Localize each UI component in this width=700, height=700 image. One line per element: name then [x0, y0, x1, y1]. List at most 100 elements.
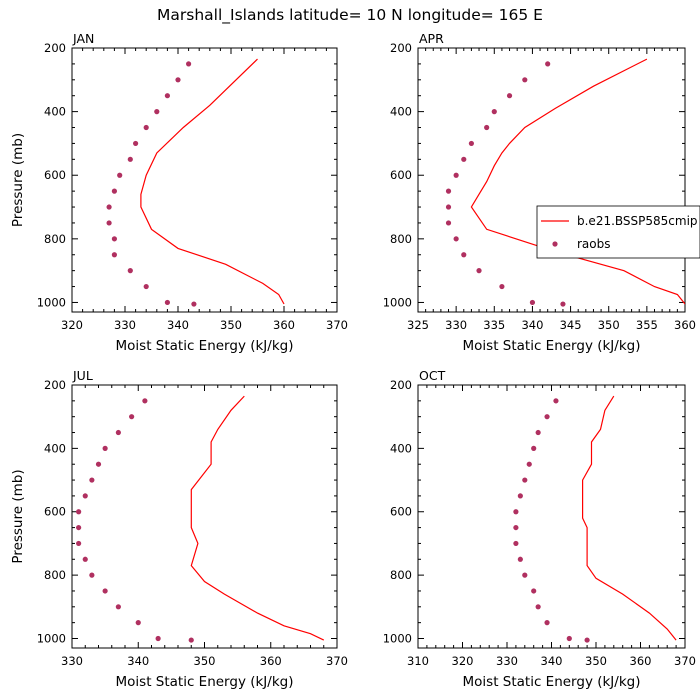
y-axis-title: Pressure (mb) [10, 469, 26, 563]
obs-point [445, 188, 452, 194]
x-axis-title: Moist Static Energy (kJ/kg) [463, 674, 641, 690]
data-area [513, 395, 677, 643]
obs-point [461, 252, 467, 258]
data-area [445, 58, 685, 307]
obs-point [453, 236, 459, 242]
y-tick-label: 400 [44, 441, 66, 455]
obs-point [526, 461, 532, 467]
x-tick-label: 330 [61, 654, 83, 668]
legend-dot-swatch [552, 241, 558, 247]
obs-point [102, 588, 108, 594]
obs-point [484, 124, 490, 131]
obs-point [186, 61, 192, 67]
x-tick-label: 370 [674, 654, 696, 668]
x-axis-title: Moist Static Energy (kJ/kg) [116, 338, 294, 354]
obs-point [544, 620, 550, 626]
x-tick-label: 340 [167, 318, 189, 332]
y-tick-label: 200 [390, 378, 412, 392]
obs-point [111, 236, 117, 242]
obs-point [89, 572, 95, 578]
y-tick-label: 600 [390, 168, 412, 182]
obs-point [111, 188, 117, 194]
y-tick-label: 800 [44, 568, 66, 582]
y-tick-label: 400 [44, 105, 66, 119]
obs-point [133, 140, 139, 147]
obs-point [584, 637, 590, 643]
obs-point [129, 414, 135, 420]
x-tick-label: 370 [326, 318, 348, 332]
x-tick-label: 360 [674, 318, 696, 332]
obs-point [522, 572, 528, 578]
obs-point [491, 109, 497, 115]
plot-frame [71, 384, 338, 649]
obs-point [106, 220, 112, 226]
x-tick-label: 335 [483, 318, 505, 332]
obs-point [499, 283, 505, 290]
x-tick-label: 340 [541, 654, 563, 668]
model-line [470, 58, 685, 305]
obs-point [102, 445, 108, 451]
panel-label: JUL [72, 368, 93, 383]
obs-point [535, 604, 541, 610]
legend: b.e21.BSSP585cmip raobs [536, 205, 700, 259]
obs-point [560, 301, 566, 307]
panel-label: APR [419, 31, 444, 46]
obs-point [517, 493, 523, 499]
model-line [581, 395, 677, 641]
panel-jul: JUL 330 340 350 360 370 200 400 600 800 1000 Moist … [10, 368, 348, 690]
y-tick-label: 800 [390, 568, 412, 582]
x-tick-label: 350 [194, 654, 216, 668]
obs-point [553, 398, 559, 404]
obs-point [453, 172, 459, 178]
x-tick-label: 340 [127, 654, 149, 668]
obs-point [115, 429, 121, 436]
obs-point [135, 620, 141, 626]
plot-frame [417, 384, 686, 649]
obs-point [142, 398, 148, 404]
data-area [106, 58, 285, 307]
x-tick-label: 360 [260, 654, 282, 668]
figure-title: Marshall_Islands latitude= 10 N longitud… [157, 6, 543, 25]
obs-point [522, 77, 528, 83]
obs-point [127, 156, 133, 162]
obs-point [468, 140, 474, 147]
x-tick-label: 325 [407, 318, 429, 332]
obs-point [82, 493, 88, 499]
obs-point [106, 204, 112, 210]
y-tick-label: 800 [390, 232, 412, 246]
x-tick-label: 320 [61, 318, 83, 332]
x-tick-label: 310 [407, 654, 429, 668]
obs-point [191, 301, 197, 307]
y-tick-label: 600 [390, 505, 412, 519]
obs-point [164, 299, 170, 306]
plot-frame [417, 47, 686, 313]
panel-oct: OCT 310 320 330 340 350 360 370 200 400 600 800 1000… [383, 368, 696, 690]
obs-point [445, 204, 452, 210]
obs-point [76, 509, 82, 515]
model-line [190, 395, 325, 641]
obs-point [513, 509, 519, 515]
x-axis-title: Moist Static Energy (kJ/kg) [116, 674, 294, 690]
obs-point [154, 109, 160, 115]
panel-label: OCT [419, 368, 446, 383]
y-tick-label: 1000 [37, 631, 66, 645]
model-line [140, 58, 285, 305]
obs-point [175, 77, 181, 83]
obs-point [127, 268, 133, 274]
y-tick-label: 200 [44, 41, 66, 55]
obs-point [531, 588, 537, 594]
y-tick-label: 400 [390, 441, 412, 455]
x-tick-label: 345 [560, 318, 582, 332]
obs-point [143, 283, 149, 290]
obs-point [513, 524, 519, 531]
y-tick-label: 800 [44, 232, 66, 246]
panels: JAN 320 330 340 350 360 370 200 400 600 800 1000 Moi… [10, 31, 700, 690]
panel-label: JAN [72, 31, 94, 46]
x-tick-label: 350 [220, 318, 242, 332]
obs-point [522, 477, 528, 483]
obs-point [506, 93, 513, 99]
x-axis-title: Moist Static Energy (kJ/kg) [463, 338, 641, 354]
x-tick-label: 320 [452, 654, 474, 668]
legend-label: b.e21.BSSP585cmip [577, 214, 698, 228]
